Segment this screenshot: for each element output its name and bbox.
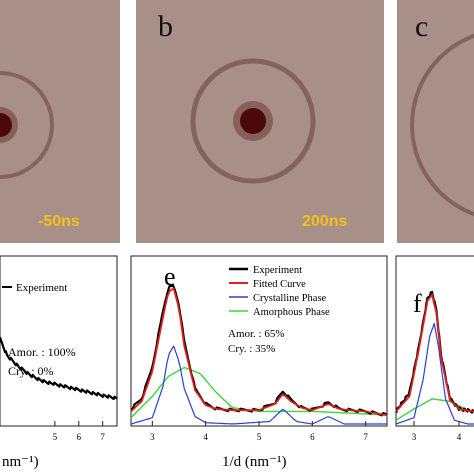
x-tick-label: 3 bbox=[150, 432, 155, 442]
amorphous-percent: Amor. : 65% bbox=[228, 328, 285, 340]
plot-e-canvas: e Experiment Fitted Curve Crystalline Ph… bbox=[130, 255, 388, 470]
plot-frame bbox=[0, 255, 118, 427]
plot-frame bbox=[130, 255, 388, 427]
plot-e: e Experiment Fitted Curve Crystalline Ph… bbox=[126, 252, 391, 474]
plot-f-series bbox=[395, 290, 474, 425]
panel-letter-f: f bbox=[413, 289, 422, 318]
x-tick-label: 7 bbox=[100, 432, 105, 442]
series-experiment bbox=[0, 336, 118, 401]
x-tick-label: 4 bbox=[457, 432, 462, 442]
diffraction-pattern-b bbox=[136, 0, 384, 243]
x-tick-label: 6 bbox=[77, 432, 82, 442]
plot-d-series bbox=[0, 336, 118, 401]
series-fitted-curve bbox=[130, 287, 388, 417]
legend-label-experiment: Experiment bbox=[16, 282, 67, 294]
panel-letter-e: e bbox=[164, 262, 176, 291]
central-spot bbox=[240, 108, 266, 134]
plot-frame bbox=[395, 255, 474, 427]
diffraction-background bbox=[397, 0, 474, 243]
panel-letter-b: b bbox=[158, 10, 173, 43]
diffraction-pattern-c bbox=[397, 0, 474, 243]
x-tick-label: 7 bbox=[363, 432, 368, 442]
diffraction-ring bbox=[0, 71, 54, 179]
x-axis-label-e: 1/d (nm⁻¹) bbox=[222, 454, 287, 470]
x-tick-label: 4 bbox=[203, 432, 208, 442]
diffraction-pattern-a bbox=[0, 0, 120, 243]
legend-label-amorphous-phase: Amorphous Phase bbox=[253, 307, 330, 318]
legend-label-fitted-curve: Fitted Curve bbox=[253, 279, 306, 290]
x-tick-label: 5 bbox=[257, 432, 262, 442]
x-axis-label-d: nm⁻¹) bbox=[2, 454, 39, 470]
x-tick-label: 3 bbox=[412, 432, 417, 442]
time-label-b: 200ns bbox=[302, 213, 348, 230]
diffraction-ring bbox=[410, 33, 474, 217]
diffraction-image-a: -50ns bbox=[0, 0, 120, 243]
legend-label-experiment: Experiment bbox=[253, 265, 302, 276]
crystalline-percent: Cry. : 35% bbox=[228, 343, 275, 355]
legend-label-crystalline-phase: Crystalline Phase bbox=[253, 293, 327, 304]
series-crystalline-phase bbox=[395, 322, 474, 425]
amorphous-percent: Amor. : 100% bbox=[8, 345, 76, 359]
diffraction-ring bbox=[190, 58, 316, 184]
diffraction-image-b: b 200ns bbox=[136, 0, 384, 243]
central-spot bbox=[0, 113, 12, 137]
panel-letter-c: c bbox=[415, 10, 429, 43]
legend: Experiment Fitted Curve Crystalline Phas… bbox=[229, 265, 330, 318]
diffraction-image-c: c bbox=[397, 0, 474, 243]
series-fitted-curve bbox=[395, 293, 474, 413]
x-tick-label: 5 bbox=[53, 432, 58, 442]
plot-d-ticks: 5 6 7 bbox=[53, 421, 105, 442]
x-tick-label: 6 bbox=[310, 432, 315, 442]
plot-e-ticks: 3 4 5 6 7 bbox=[150, 421, 368, 442]
time-label-a: -50ns bbox=[38, 213, 80, 230]
diffraction-background bbox=[0, 0, 120, 243]
